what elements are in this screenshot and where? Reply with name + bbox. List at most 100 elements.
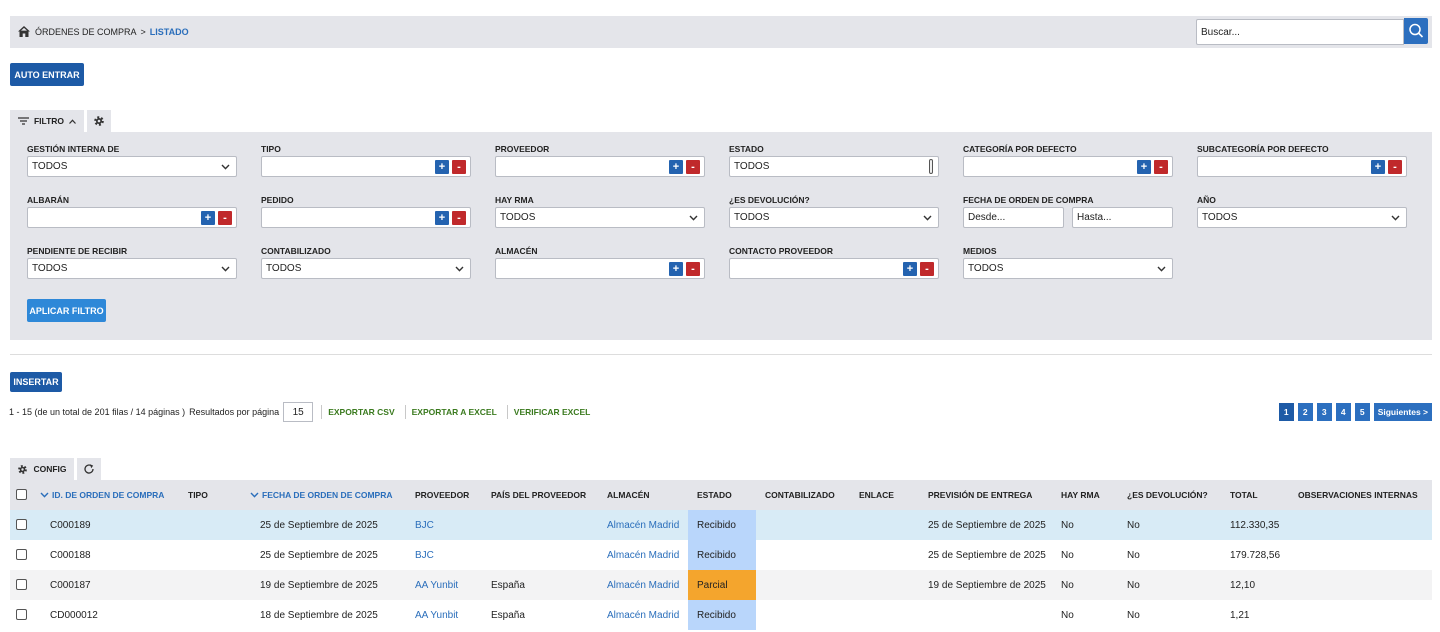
column-header[interactable]: FECHA DE ORDEN DE COMPRA	[250, 480, 393, 510]
lookup-input[interactable]: + -	[261, 156, 471, 177]
select-input[interactable]: TODOS	[1197, 207, 1407, 228]
lookup-input[interactable]: + -	[729, 258, 939, 279]
lookup-remove[interactable]: -	[218, 211, 232, 225]
lookup-input[interactable]: + -	[963, 156, 1173, 177]
column-header[interactable]: CONTABILIZADO	[765, 480, 835, 510]
column-header[interactable]: ESTADO	[697, 480, 732, 510]
lookup-add[interactable]: +	[1371, 160, 1385, 174]
per-page-input[interactable]: 15	[283, 402, 314, 422]
cell-link[interactable]: BJC	[415, 549, 434, 561]
column-header[interactable]: ALMACÉN	[607, 480, 650, 510]
cell-link[interactable]: Almacén Madrid	[607, 579, 680, 591]
row-checkbox[interactable]	[16, 519, 27, 530]
table-row[interactable]: C000187 19 de Septiembre de 2025 AA Yunbit…	[10, 570, 1432, 600]
lookup-add[interactable]: +	[1137, 160, 1151, 174]
column-label: HAY RMA	[1061, 490, 1100, 500]
cell-link[interactable]: Almacén Madrid	[607, 549, 680, 561]
cell-link[interactable]: Almacén Madrid	[607, 609, 680, 621]
filter-tab[interactable]: FILTRO	[10, 110, 84, 132]
filter-settings[interactable]	[87, 110, 111, 132]
column-header[interactable]: HAY RMA	[1061, 480, 1100, 510]
date-from[interactable]: Desde...	[963, 207, 1064, 228]
table-row[interactable]: C000188 25 de Septiembre de 2025 BJC Almacé…	[10, 540, 1432, 570]
lookup-remove[interactable]: -	[1154, 160, 1168, 174]
page-button[interactable]: 5	[1354, 403, 1370, 421]
lookup-input[interactable]: + -	[27, 207, 237, 228]
column-header[interactable]: ¿ES DEVOLUCIÓN?	[1127, 480, 1208, 510]
table-row[interactable]: C000189 25 de Septiembre de 2025 BJC Almacé…	[10, 510, 1432, 540]
config-tab[interactable]: CONFIG	[10, 458, 74, 480]
column-header[interactable]: TOTAL	[1230, 480, 1258, 510]
export-link[interactable]: EXPORTAR CSV	[321, 405, 400, 419]
table-cell: No	[1127, 549, 1140, 561]
lookup-add[interactable]: +	[669, 262, 683, 276]
column-header[interactable]: ID. DE ORDEN DE COMPRA	[40, 480, 164, 510]
select-all-checkbox[interactable]	[16, 489, 27, 500]
breadcrumb-separator: >	[140, 27, 146, 37]
export-link[interactable]: EXPORTAR A EXCEL	[404, 405, 503, 419]
page-button[interactable]: 4	[1335, 403, 1351, 421]
lookup-input[interactable]: + -	[1197, 156, 1407, 177]
insert-button[interactable]: INSERTAR	[10, 372, 62, 392]
row-checkbox[interactable]	[16, 609, 27, 620]
select-input[interactable]: TODOS	[963, 258, 1173, 279]
auto-enter-button[interactable]: AUTO ENTRAR	[10, 63, 84, 86]
select-input[interactable]: TODOS	[261, 258, 471, 279]
field-value: TODOS	[734, 161, 770, 172]
page-button[interactable]: 3	[1316, 403, 1332, 421]
lookup-remove[interactable]: -	[452, 160, 466, 174]
page-button[interactable]: 1	[1278, 403, 1294, 421]
select-input[interactable]: TODOS	[27, 156, 237, 177]
column-header[interactable]: PROVEEDOR	[415, 480, 469, 510]
chevron-icon	[40, 492, 49, 498]
field-value: TODOS	[734, 212, 770, 223]
table-cell: No	[1127, 519, 1140, 531]
search-button[interactable]	[1404, 18, 1428, 44]
column-header[interactable]: TIPO	[188, 480, 208, 510]
lookup-add[interactable]: +	[903, 262, 917, 276]
refresh-button[interactable]	[77, 458, 101, 480]
select-input[interactable]: TODOS	[729, 207, 939, 228]
date-to[interactable]: Hasta...	[1072, 207, 1173, 228]
column-header[interactable]: ENLACE	[859, 480, 894, 510]
select-input[interactable]: TODOS	[495, 207, 705, 228]
next-page[interactable]: Siguientes >	[1373, 403, 1432, 421]
lookup-remove[interactable]: -	[920, 262, 934, 276]
page-button[interactable]: 2	[1297, 403, 1313, 421]
select-input[interactable]: TODOS	[27, 258, 237, 279]
column-label: OBSERVACIONES INTERNAS	[1298, 490, 1418, 500]
cell-link[interactable]: Almacén Madrid	[607, 519, 680, 531]
gear-icon	[94, 116, 104, 126]
column-label: ID. DE ORDEN DE COMPRA	[52, 490, 165, 500]
lookup-remove[interactable]: -	[686, 160, 700, 174]
field-label: ¿ES DEVOLUCIÓN?	[729, 195, 810, 205]
table-cell: España	[491, 579, 525, 591]
lookup-remove[interactable]: -	[1388, 160, 1402, 174]
table-cell: No	[1061, 609, 1074, 621]
lookup-remove[interactable]: -	[452, 211, 466, 225]
cell-link[interactable]: AA Yunbit	[415, 579, 459, 591]
lookup-add[interactable]: +	[435, 211, 449, 225]
lookup-input[interactable]: + -	[261, 207, 471, 228]
column-header[interactable]: PREVISIÓN DE ENTREGA	[928, 480, 1032, 510]
lookup-add[interactable]: +	[669, 160, 683, 174]
lookup-input[interactable]: + -	[495, 156, 705, 177]
cell-link[interactable]: BJC	[415, 519, 434, 531]
column-header[interactable]: PAÍS DEL PROVEEDOR	[491, 480, 586, 510]
row-checkbox[interactable]	[16, 579, 27, 590]
lookup-add[interactable]: +	[201, 211, 215, 225]
column-header[interactable]: OBSERVACIONES INTERNAS	[1298, 480, 1418, 510]
home-icon[interactable]	[18, 26, 30, 37]
table-row[interactable]: CD000012 18 de Septiembre de 2025 AA Yunbi…	[10, 600, 1432, 630]
breadcrumb-section[interactable]: ÓRDENES DE COMPRA	[35, 27, 137, 37]
lookup-input[interactable]: + -	[495, 258, 705, 279]
row-checkbox[interactable]	[16, 549, 27, 560]
field-label: CONTACTO PROVEEDOR	[729, 246, 834, 256]
multi-input[interactable]: TODOS	[729, 156, 939, 177]
export-link[interactable]: VERIFICAR EXCEL	[506, 405, 597, 419]
apply-filter-button[interactable]: APLICAR FILTRO	[27, 299, 106, 322]
lookup-add[interactable]: +	[435, 160, 449, 174]
search-input[interactable]: Buscar...	[1196, 19, 1404, 45]
lookup-remove[interactable]: -	[686, 262, 700, 276]
cell-link[interactable]: AA Yunbit	[415, 609, 459, 621]
